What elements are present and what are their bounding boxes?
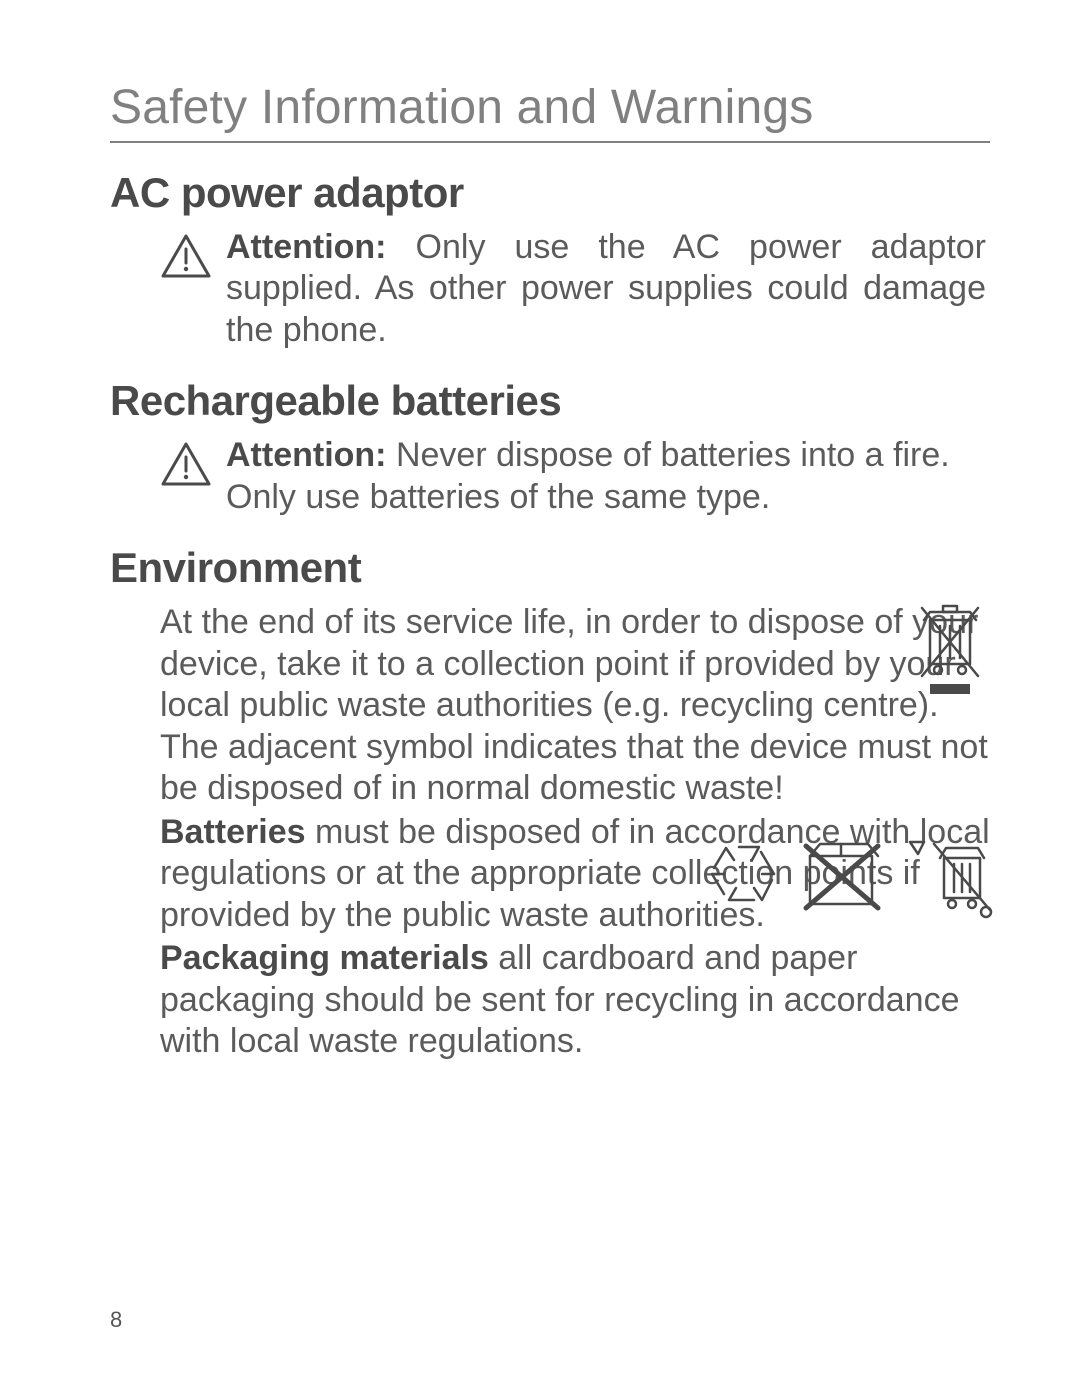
ac-power-text: Attention: Only use the AC power adaptor… bbox=[226, 227, 986, 351]
warning-icon bbox=[160, 233, 212, 284]
batteries-label: Batteries bbox=[160, 813, 306, 851]
weee-bin-icon bbox=[910, 602, 990, 703]
ac-power-heading: AC power adaptor bbox=[110, 169, 990, 217]
section-title: Safety Information and Warnings bbox=[110, 80, 990, 143]
env-body-1: At the end of its service life, in order… bbox=[160, 603, 988, 807]
environment-packaging: Packaging materials all cardboard and pa… bbox=[160, 938, 990, 1062]
warning-icon bbox=[160, 441, 212, 492]
environment-heading: Environment bbox=[110, 544, 990, 592]
rechargeable-heading: Rechargeable batteries bbox=[110, 377, 990, 425]
attention-label: Attention: bbox=[226, 228, 387, 266]
batteries-text-block: Attention: Never dispose of batteries in… bbox=[226, 435, 990, 518]
packaging-label: Packaging materials bbox=[160, 939, 489, 977]
attention-label: Attention: bbox=[226, 436, 387, 474]
recycle-icons-group bbox=[696, 834, 996, 929]
environment-para1: At the end of its service life, in order… bbox=[160, 602, 990, 809]
page-number: 8 bbox=[110, 1307, 122, 1333]
